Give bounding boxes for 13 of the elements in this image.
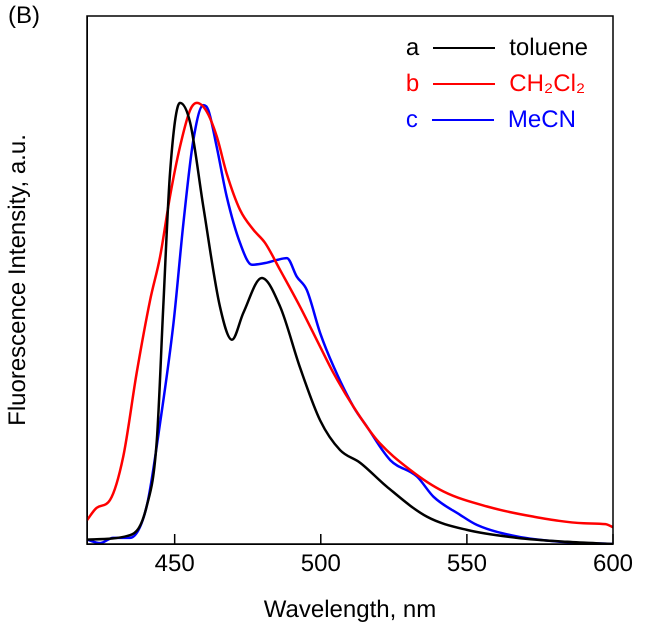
x-tick-label: 500: [300, 550, 341, 578]
x-axis-title: Wavelength, nm: [264, 596, 436, 624]
legend-label: MeCN: [508, 105, 576, 135]
text: a: [406, 33, 420, 63]
text: (B): [8, 2, 40, 30]
legend-label: toluene: [509, 33, 588, 63]
x-tick-label: 550: [446, 550, 487, 578]
annotation: c: [406, 105, 418, 135]
x-tick-label: 450: [154, 550, 195, 578]
legend-label: CH₂Cl₂: [509, 69, 586, 99]
x-tick-label: 600: [592, 550, 634, 578]
text: b: [406, 69, 420, 99]
y-axis-title: Fluorescence Intensity, a.u.: [4, 134, 32, 426]
